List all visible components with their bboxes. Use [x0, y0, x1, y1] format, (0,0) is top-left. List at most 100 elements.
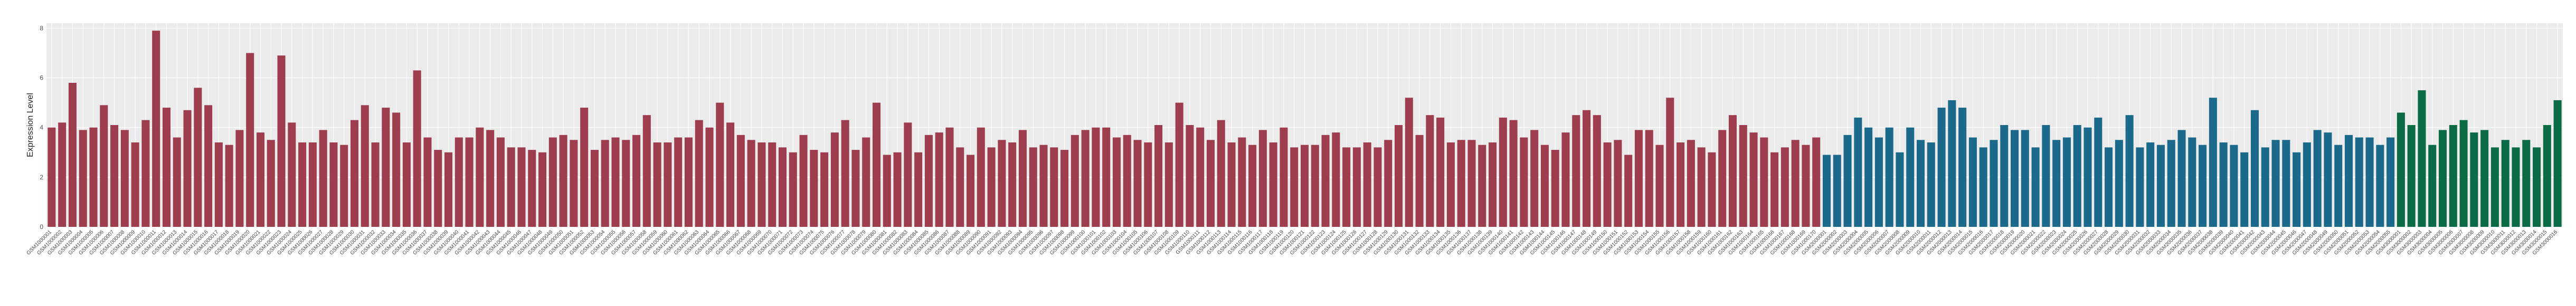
- bar: [2303, 142, 2311, 227]
- bar: [434, 150, 442, 227]
- bar: [2240, 152, 2249, 227]
- bar: [705, 127, 714, 227]
- bar: [1050, 147, 1058, 227]
- bar: [1489, 142, 1497, 227]
- bar: [1029, 147, 1037, 227]
- bar: [100, 105, 108, 227]
- y-tick-label: 2: [40, 174, 43, 181]
- bar: [131, 142, 139, 227]
- bar: [2052, 140, 2061, 227]
- bar: [2125, 115, 2134, 227]
- bar: [914, 152, 923, 227]
- bar: [2219, 142, 2228, 227]
- bar: [747, 140, 755, 227]
- bar: [507, 147, 515, 227]
- bar: [79, 130, 87, 227]
- bar: [1645, 130, 1653, 227]
- bar: [2167, 140, 2175, 227]
- bar: [2188, 137, 2196, 227]
- bar: [924, 135, 933, 227]
- bar: [1791, 140, 1800, 227]
- bar: [308, 142, 317, 227]
- bar: [862, 137, 870, 227]
- bar: [194, 88, 202, 227]
- bar: [1634, 130, 1643, 227]
- bar: [58, 122, 67, 227]
- bar: [2522, 140, 2531, 227]
- bar: [423, 137, 432, 227]
- bar: [1352, 147, 1361, 227]
- bar: [1540, 145, 1549, 227]
- bar: [1018, 130, 1027, 227]
- bar: [757, 142, 766, 227]
- bar: [851, 150, 860, 227]
- bar: [2136, 147, 2144, 227]
- bar: [998, 140, 1006, 227]
- bar: [1499, 117, 1507, 227]
- bar: [340, 145, 348, 227]
- bar: [1760, 137, 1768, 227]
- bar: [2011, 130, 2019, 227]
- bar: [1655, 145, 1664, 227]
- bar: [1874, 137, 1883, 227]
- bar: [2293, 152, 2301, 227]
- bar: [1405, 98, 1413, 227]
- bar: [162, 108, 171, 227]
- bar: [548, 137, 557, 227]
- bar: [1426, 115, 1434, 227]
- bar: [2533, 147, 2541, 227]
- bar: [559, 135, 567, 227]
- bar: [1332, 132, 1340, 227]
- bar: [1008, 142, 1017, 227]
- bar: [2376, 145, 2384, 227]
- bar: [2261, 147, 2269, 227]
- bar: [183, 110, 192, 227]
- bar: [1384, 140, 1393, 227]
- bar: [736, 135, 745, 227]
- bar: [1968, 137, 1977, 227]
- bar: [1133, 140, 1142, 227]
- bar: [288, 122, 296, 227]
- bar: [225, 145, 233, 227]
- y-tick-label: 0: [40, 223, 43, 231]
- bar: [1728, 115, 1737, 227]
- bar: [2512, 147, 2520, 227]
- bar: [1457, 140, 1465, 227]
- bar: [778, 147, 787, 227]
- bar: [1342, 147, 1351, 227]
- bar: [1520, 137, 1528, 227]
- bar: [1687, 140, 1695, 227]
- bar: [1781, 147, 1789, 227]
- bar: [1269, 142, 1277, 227]
- bar: [1749, 132, 1758, 227]
- bar: [1248, 145, 1257, 227]
- bar: [873, 102, 881, 227]
- bar: [2177, 130, 2186, 227]
- bar: [945, 127, 954, 227]
- bar: [141, 120, 150, 227]
- bar: [883, 155, 891, 227]
- bar: [454, 137, 463, 227]
- bar: [1217, 120, 1225, 227]
- bar: [1395, 125, 1403, 227]
- bar: [1154, 125, 1163, 227]
- bar: [956, 147, 964, 227]
- bar: [2365, 137, 2374, 227]
- bar: [1290, 147, 1299, 227]
- bar: [1144, 142, 1152, 227]
- bar: [2324, 132, 2332, 227]
- bar: [2334, 145, 2343, 227]
- bar: [1843, 135, 1852, 227]
- bar: [496, 137, 505, 227]
- bar: [329, 142, 338, 227]
- bar: [1770, 152, 1779, 227]
- bar: [1708, 152, 1716, 227]
- bar: [1958, 108, 1967, 227]
- bar: [904, 122, 912, 227]
- bar: [2407, 125, 2416, 227]
- bar: [1071, 135, 1079, 227]
- bar: [1175, 102, 1183, 227]
- bar: [1896, 152, 1904, 227]
- bar: [1677, 142, 1685, 227]
- bar: [1238, 137, 1246, 227]
